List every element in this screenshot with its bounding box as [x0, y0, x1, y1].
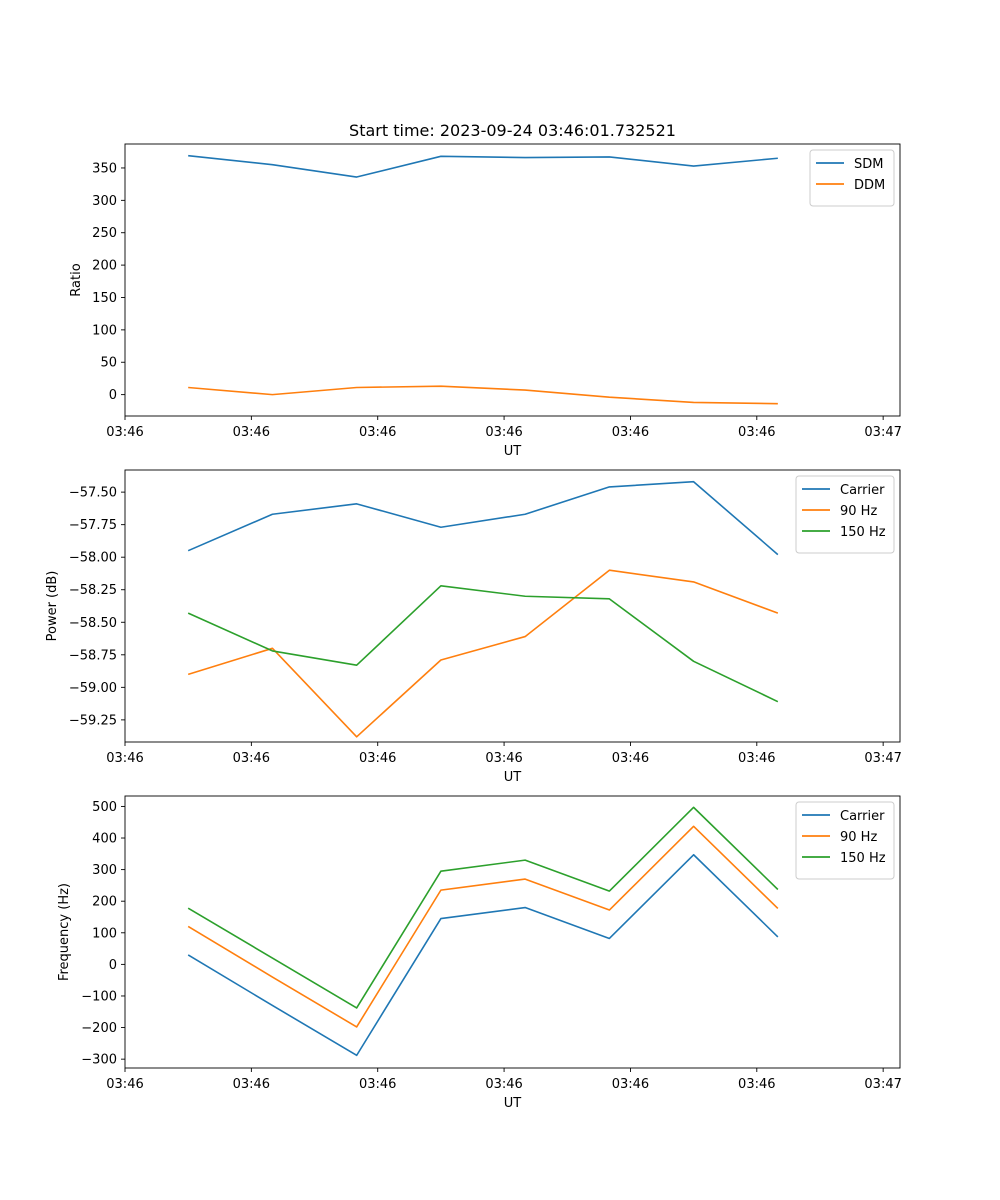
legend-label: 150 Hz — [840, 525, 886, 540]
y-tick-label: −57.50 — [69, 486, 117, 501]
y-tick-label: 150 — [92, 291, 117, 306]
legend-label: DDM — [854, 178, 885, 193]
y-axis-label: Frequency (Hz) — [57, 883, 72, 981]
chart-panel-2: 03:46 03:46 03:46 03:46 03:46 03:46 03:47 −57.5… — [45, 469, 902, 785]
chart-panel-3: 03:46 03:46 03:46 03:46 03:46 03:46 03:47 −300 −… — [57, 795, 902, 1111]
y-tick-label: −100 — [81, 989, 117, 1004]
y-tick-label: 200 — [92, 259, 117, 274]
series-line-90-hz — [187, 825, 779, 1028]
y-tick-label: 0 — [109, 958, 117, 973]
legend-label: Carrier — [840, 483, 885, 498]
x-tick-label: 03:46 — [485, 751, 522, 766]
y-tick-label: −58.50 — [69, 616, 117, 631]
x-tick-label: 03:46 — [233, 1077, 270, 1092]
y-tick-label: 400 — [92, 832, 117, 847]
legend-label: SDM — [854, 157, 883, 172]
x-tick-label: 03:46 — [106, 751, 143, 766]
legend: SDM DDM — [809, 149, 895, 207]
x-tick-label: 03:46 — [612, 1077, 649, 1092]
y-axis-label: Power (dB) — [45, 571, 60, 642]
legend-label: 90 Hz — [840, 830, 877, 845]
x-tick-label: 03:46 — [359, 1077, 396, 1092]
y-tick-label: −58.25 — [69, 583, 117, 598]
y-tick-label: 350 — [92, 161, 117, 176]
y-tick-label: −59.00 — [69, 681, 117, 696]
x-tick-label: 03:47 — [864, 751, 901, 766]
x-tick-label: 03:46 — [485, 425, 522, 440]
legend-label: 90 Hz — [840, 504, 877, 519]
axes-frame — [124, 469, 901, 743]
y-tick-label: −200 — [81, 1021, 117, 1036]
x-tick-label: 03:46 — [359, 751, 396, 766]
legend: Carrier 90 Hz 150 Hz — [795, 801, 895, 880]
series-line-carrier — [187, 853, 779, 1057]
legend-box — [795, 475, 895, 554]
x-tick-label: 03:46 — [233, 425, 270, 440]
axes-frame — [124, 795, 901, 1069]
y-tick-label: −57.75 — [69, 518, 117, 533]
x-tick-label: 03:46 — [612, 751, 649, 766]
y-axis-label: Ratio — [69, 263, 84, 296]
y-tick-label: −58.00 — [69, 551, 117, 566]
y-tick-label: 50 — [100, 356, 117, 371]
legend-label: Carrier — [840, 809, 885, 824]
series-line-150-hz — [187, 585, 779, 703]
x-tick-label: 03:46 — [233, 751, 270, 766]
legend: Carrier 90 Hz 150 Hz — [795, 475, 895, 554]
legend-box — [795, 801, 895, 880]
legend-box — [809, 149, 895, 207]
y-tick-label: 100 — [92, 926, 117, 941]
x-tick-label: 03:46 — [612, 425, 649, 440]
x-axis-label: UT — [504, 1096, 522, 1111]
x-tick-label: 03:46 — [359, 425, 396, 440]
x-tick-label: 03:46 — [738, 751, 775, 766]
x-tick-label: 03:46 — [738, 425, 775, 440]
x-tick-label: 03:46 — [106, 425, 143, 440]
y-tick-label: 250 — [92, 226, 117, 241]
y-tick-label: 300 — [92, 863, 117, 878]
y-tick-label: 500 — [92, 800, 117, 815]
y-tick-label: 0 — [109, 388, 117, 403]
x-axis-label: UT — [504, 444, 522, 459]
series-line-ddm — [188, 385, 778, 405]
y-tick-label: −300 — [81, 1053, 117, 1068]
chart-title: Start time: 2023-09-24 03:46:01.732521 — [349, 121, 676, 140]
series-line-sdm — [188, 154, 778, 178]
legend-label: 150 Hz — [840, 851, 886, 866]
chart-panel-1: 03:46 03:46 03:46 03:46 03:46 03:46 03:47 0 50 10… — [69, 121, 902, 459]
x-tick-label: 03:47 — [864, 425, 901, 440]
y-tick-label: −59.25 — [69, 713, 117, 728]
y-tick-label: 300 — [92, 194, 117, 209]
series-line-carrier — [187, 480, 779, 556]
x-tick-label: 03:46 — [106, 1077, 143, 1092]
x-tick-label: 03:46 — [738, 1077, 775, 1092]
series-line-150-hz — [187, 806, 779, 1009]
y-tick-label: 200 — [92, 895, 117, 910]
axes-frame — [124, 143, 901, 417]
x-axis-label: UT — [504, 770, 522, 785]
series-line-90-hz — [187, 569, 779, 738]
y-tick-label: 100 — [92, 323, 117, 338]
x-tick-label: 03:47 — [864, 1077, 901, 1092]
x-tick-label: 03:46 — [485, 1077, 522, 1092]
y-tick-label: −58.75 — [69, 648, 117, 663]
